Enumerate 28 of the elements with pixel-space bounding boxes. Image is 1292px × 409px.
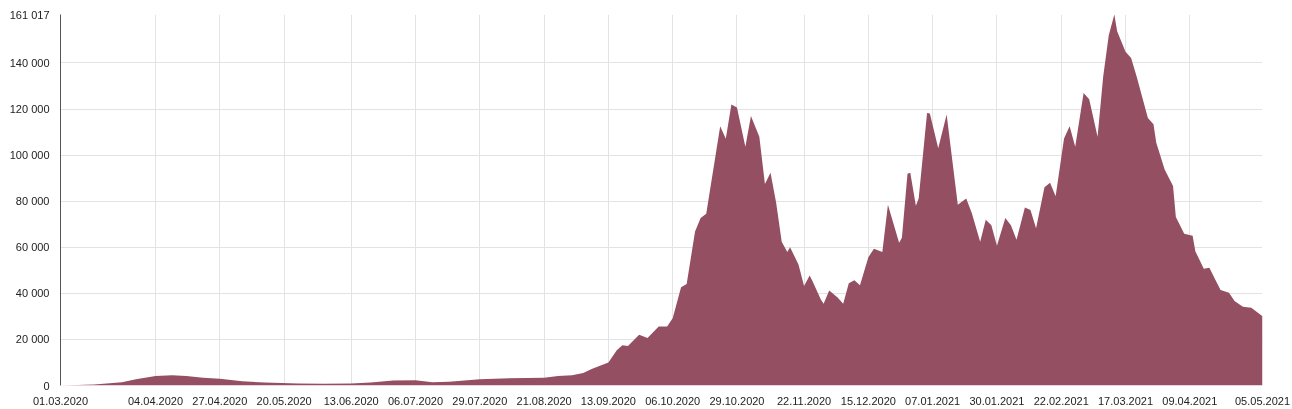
x-tick-label: 29.10.2020 <box>709 394 765 407</box>
y-tick-label: 100 000 <box>9 149 50 162</box>
x-tick-label: 21.08.2020 <box>516 394 572 407</box>
x-tick-label: 05.05.2021 <box>1234 394 1291 407</box>
x-tick-label: 30.01.2021 <box>969 394 1025 407</box>
x-tick-label: 27.04.2020 <box>192 394 248 407</box>
y-tick-label: 0 <box>43 379 50 392</box>
x-tick-label: 13.06.2020 <box>323 394 379 407</box>
y-tick-label: 40 000 <box>15 287 50 300</box>
x-tick-label: 04.04.2020 <box>128 394 184 407</box>
y-tick-label: 161 017 <box>9 8 50 21</box>
x-tick-label: 06.07.2020 <box>387 394 444 407</box>
x-tick-label: 15.12.2020 <box>840 394 896 407</box>
x-tick-label: 01.03.2020 <box>32 394 89 407</box>
x-tick-label: 09.04.2021 <box>1162 394 1218 407</box>
y-tick-label: 20 000 <box>15 333 50 346</box>
x-tick-label: 07.01.2021 <box>905 394 961 407</box>
y-tick-label: 80 000 <box>15 195 50 208</box>
y-tick-label: 140 000 <box>9 56 50 69</box>
x-tick-label: 29.07.2020 <box>452 394 508 407</box>
x-tick-label: 13.09.2020 <box>580 394 636 407</box>
x-tick-label: 22.11.2020 <box>776 394 832 407</box>
y-tick-label: 60 000 <box>15 241 50 254</box>
x-tick-label: 17.03.2021 <box>1098 394 1154 407</box>
x-tick-label: 22.02.2021 <box>1033 394 1089 407</box>
y-tick-label: 120 000 <box>9 103 50 116</box>
x-tick-label: 20.05.2020 <box>256 394 312 407</box>
x-tick-label: 06.10.2020 <box>645 394 701 407</box>
